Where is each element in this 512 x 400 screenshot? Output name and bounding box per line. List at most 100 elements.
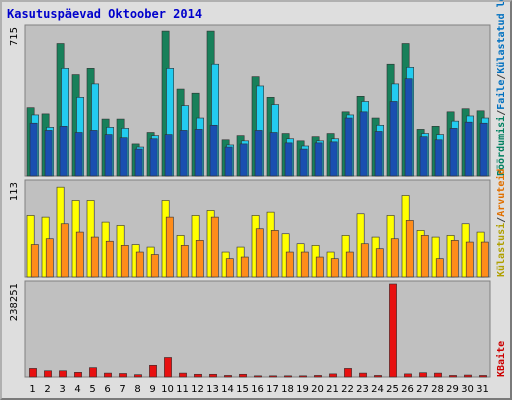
bar-Külastatud lehti-10 <box>164 134 173 177</box>
day-label-8: 8 <box>134 384 140 395</box>
bar-Arvuteid-9 <box>150 254 159 278</box>
bar-Arvuteid-1 <box>30 244 39 278</box>
bar-KBaite-1 <box>29 368 37 378</box>
bar-Külastatud lehti-25 <box>389 101 398 177</box>
bar-Arvuteid-28 <box>435 258 444 278</box>
bar-Külastatud lehti-8 <box>134 148 143 177</box>
bar-Arvuteid-21 <box>330 258 339 278</box>
legend-item: Arvuteid <box>495 169 507 217</box>
day-label-13: 13 <box>206 384 219 395</box>
bar-Külastatud lehti-24 <box>374 131 383 177</box>
day-label-15: 15 <box>236 384 249 395</box>
bar-Külastusi-28 <box>431 236 440 278</box>
bar-Külastatud lehti-22 <box>344 117 353 177</box>
day-label-3: 3 <box>59 384 65 395</box>
panel-1: 715 <box>9 24 491 177</box>
bar-Arvuteid-17 <box>270 230 279 278</box>
day-label-16: 16 <box>251 384 264 395</box>
bar-Külastatud lehti-5 <box>89 130 98 177</box>
bar-Arvuteid-30 <box>465 241 474 278</box>
day-label-6: 6 <box>104 384 110 395</box>
bar-Külastatud lehti-13 <box>209 124 218 177</box>
bar-Külastatud lehti-2 <box>44 130 53 177</box>
bar-Arvuteid-25 <box>390 238 399 278</box>
bar-KBaite-4 <box>74 372 82 378</box>
bar-Arvuteid-31 <box>480 241 489 278</box>
bar-Külastatud lehti-7 <box>119 137 128 177</box>
bar-Arvuteid-7 <box>120 245 129 278</box>
bar-Külastatud lehti-17 <box>269 132 278 177</box>
legend-item: / <box>496 110 507 116</box>
legend-panel-3: KBaite <box>495 341 507 377</box>
legend-item: KBaite <box>495 341 507 377</box>
bar-KBaite-29 <box>449 375 457 378</box>
panel-2: 113 <box>9 179 491 278</box>
bar-KBaite-6 <box>104 372 112 378</box>
bar-KBaite-24 <box>374 375 382 378</box>
ymax-label: 715 <box>9 27 20 46</box>
bar-Külastatud lehti-21 <box>329 141 338 177</box>
day-label-17: 17 <box>266 384 279 395</box>
panel-3: 238251 <box>9 280 491 378</box>
legend-panel-2: Külastusi/Arvuteid <box>495 169 507 277</box>
bar-Külastatud lehti-15 <box>239 143 248 177</box>
bar-Arvuteid-29 <box>450 240 459 278</box>
bar-KBaite-11 <box>179 372 187 378</box>
bar-Külastatud lehti-23 <box>359 111 368 177</box>
legend-item: / <box>496 74 507 80</box>
bar-KBaite-31 <box>479 375 487 378</box>
day-label-5: 5 <box>89 384 95 395</box>
bar-Külastatud lehti-20 <box>314 142 323 177</box>
day-label-10: 10 <box>161 384 174 395</box>
bar-KBaite-18 <box>284 375 292 378</box>
bar-KBaite-5 <box>89 367 97 378</box>
day-label-19: 19 <box>296 384 309 395</box>
bar-Arvuteid-18 <box>285 251 294 278</box>
bar-KBaite-2 <box>44 370 52 378</box>
bar-Külastatud lehti-26 <box>404 78 413 177</box>
bar-KBaite-16 <box>254 375 262 378</box>
bar-Külastatud lehti-4 <box>74 132 83 177</box>
bar-KBaite-26 <box>404 373 412 378</box>
ymax-label: 113 <box>9 182 20 201</box>
bar-KBaite-23 <box>359 372 367 378</box>
bar-Arvuteid-4 <box>75 231 84 278</box>
day-label-7: 7 <box>119 384 125 395</box>
bar-KBaite-10 <box>164 357 172 378</box>
bar-Arvuteid-19 <box>300 251 309 278</box>
ymax-label: 238251 <box>9 283 20 321</box>
day-label-9: 9 <box>149 384 155 395</box>
bar-Külastatud lehti-18 <box>284 142 293 177</box>
bar-Külastatud lehti-30 <box>464 121 473 177</box>
day-label-28: 28 <box>431 384 444 395</box>
plot-area <box>24 280 491 378</box>
bar-Arvuteid-14 <box>225 258 234 278</box>
bar-Külastatud lehti-19 <box>299 148 308 177</box>
bar-Külastatud lehti-9 <box>149 138 158 177</box>
bar-KBaite-22 <box>344 368 352 378</box>
bar-Arvuteid-20 <box>315 256 324 278</box>
bar-Arvuteid-3 <box>60 223 69 278</box>
bar-Külastatud lehti-31 <box>479 122 488 177</box>
legend-item: Külastusi <box>495 223 507 277</box>
day-label-27: 27 <box>416 384 429 395</box>
day-label-29: 29 <box>446 384 459 395</box>
bar-KBaite-20 <box>314 375 322 378</box>
day-label-2: 2 <box>44 384 50 395</box>
bar-Arvuteid-26 <box>405 220 414 278</box>
day-label-23: 23 <box>356 384 369 395</box>
day-label-30: 30 <box>461 384 474 395</box>
day-label-14: 14 <box>221 384 234 395</box>
bar-Arvuteid-10 <box>165 216 174 278</box>
bar-Arvuteid-24 <box>375 248 384 278</box>
bar-KBaite-15 <box>239 373 247 378</box>
bar-KBaite-12 <box>194 373 202 378</box>
bar-KBaite-9 <box>149 364 157 378</box>
day-label-24: 24 <box>371 384 384 395</box>
bar-KBaite-13 <box>209 373 217 378</box>
bar-KBaite-8 <box>134 374 142 378</box>
legend-item: Faile <box>495 80 507 110</box>
bar-Arvuteid-15 <box>240 256 249 278</box>
day-label-25: 25 <box>386 384 399 395</box>
